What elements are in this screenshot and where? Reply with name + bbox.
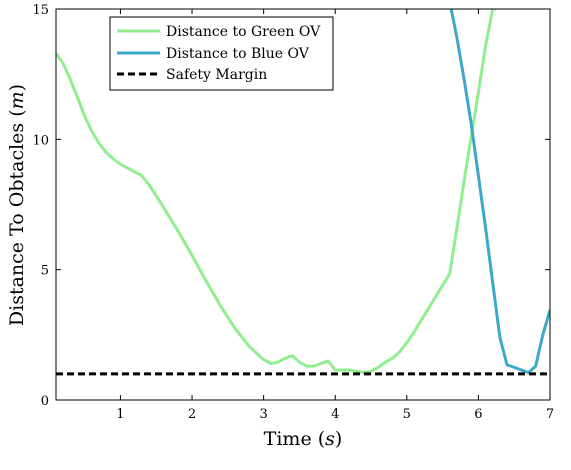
- x-tick-label: 2: [188, 407, 196, 422]
- y-axis-label: Distance To Obtacles (m): [6, 84, 28, 326]
- series-blue-ov: [449, 9, 550, 375]
- y-tick-label: 15: [32, 3, 49, 18]
- ticks-layer: 1 2 3 4 5 6 7 0 5 10 15: [32, 3, 554, 422]
- x-tick-label: 5: [403, 407, 411, 422]
- x-tick-label: 6: [474, 407, 482, 422]
- y-tick-label: 5: [41, 264, 49, 279]
- legend-label-green: Distance to Green OV: [166, 24, 321, 40]
- plot-frame: [55, 8, 551, 401]
- x-tick-label: 3: [259, 407, 267, 422]
- legend-label-safety: Safety Margin: [166, 67, 267, 83]
- y-tick-label: 0: [41, 394, 49, 409]
- x-axis-label: Time (s): [264, 428, 343, 450]
- x-tick-label: 4: [331, 407, 339, 422]
- series-green-ov: [56, 9, 497, 375]
- x-tick-label: 7: [546, 407, 554, 422]
- legend-label-blue: Distance to Blue OV: [166, 46, 310, 62]
- series-layer: [56, 9, 550, 376]
- legend: Distance to Green OV Distance to Blue OV…: [109, 16, 334, 91]
- x-tick-label: 1: [116, 407, 124, 422]
- y-tick-label: 10: [32, 133, 49, 148]
